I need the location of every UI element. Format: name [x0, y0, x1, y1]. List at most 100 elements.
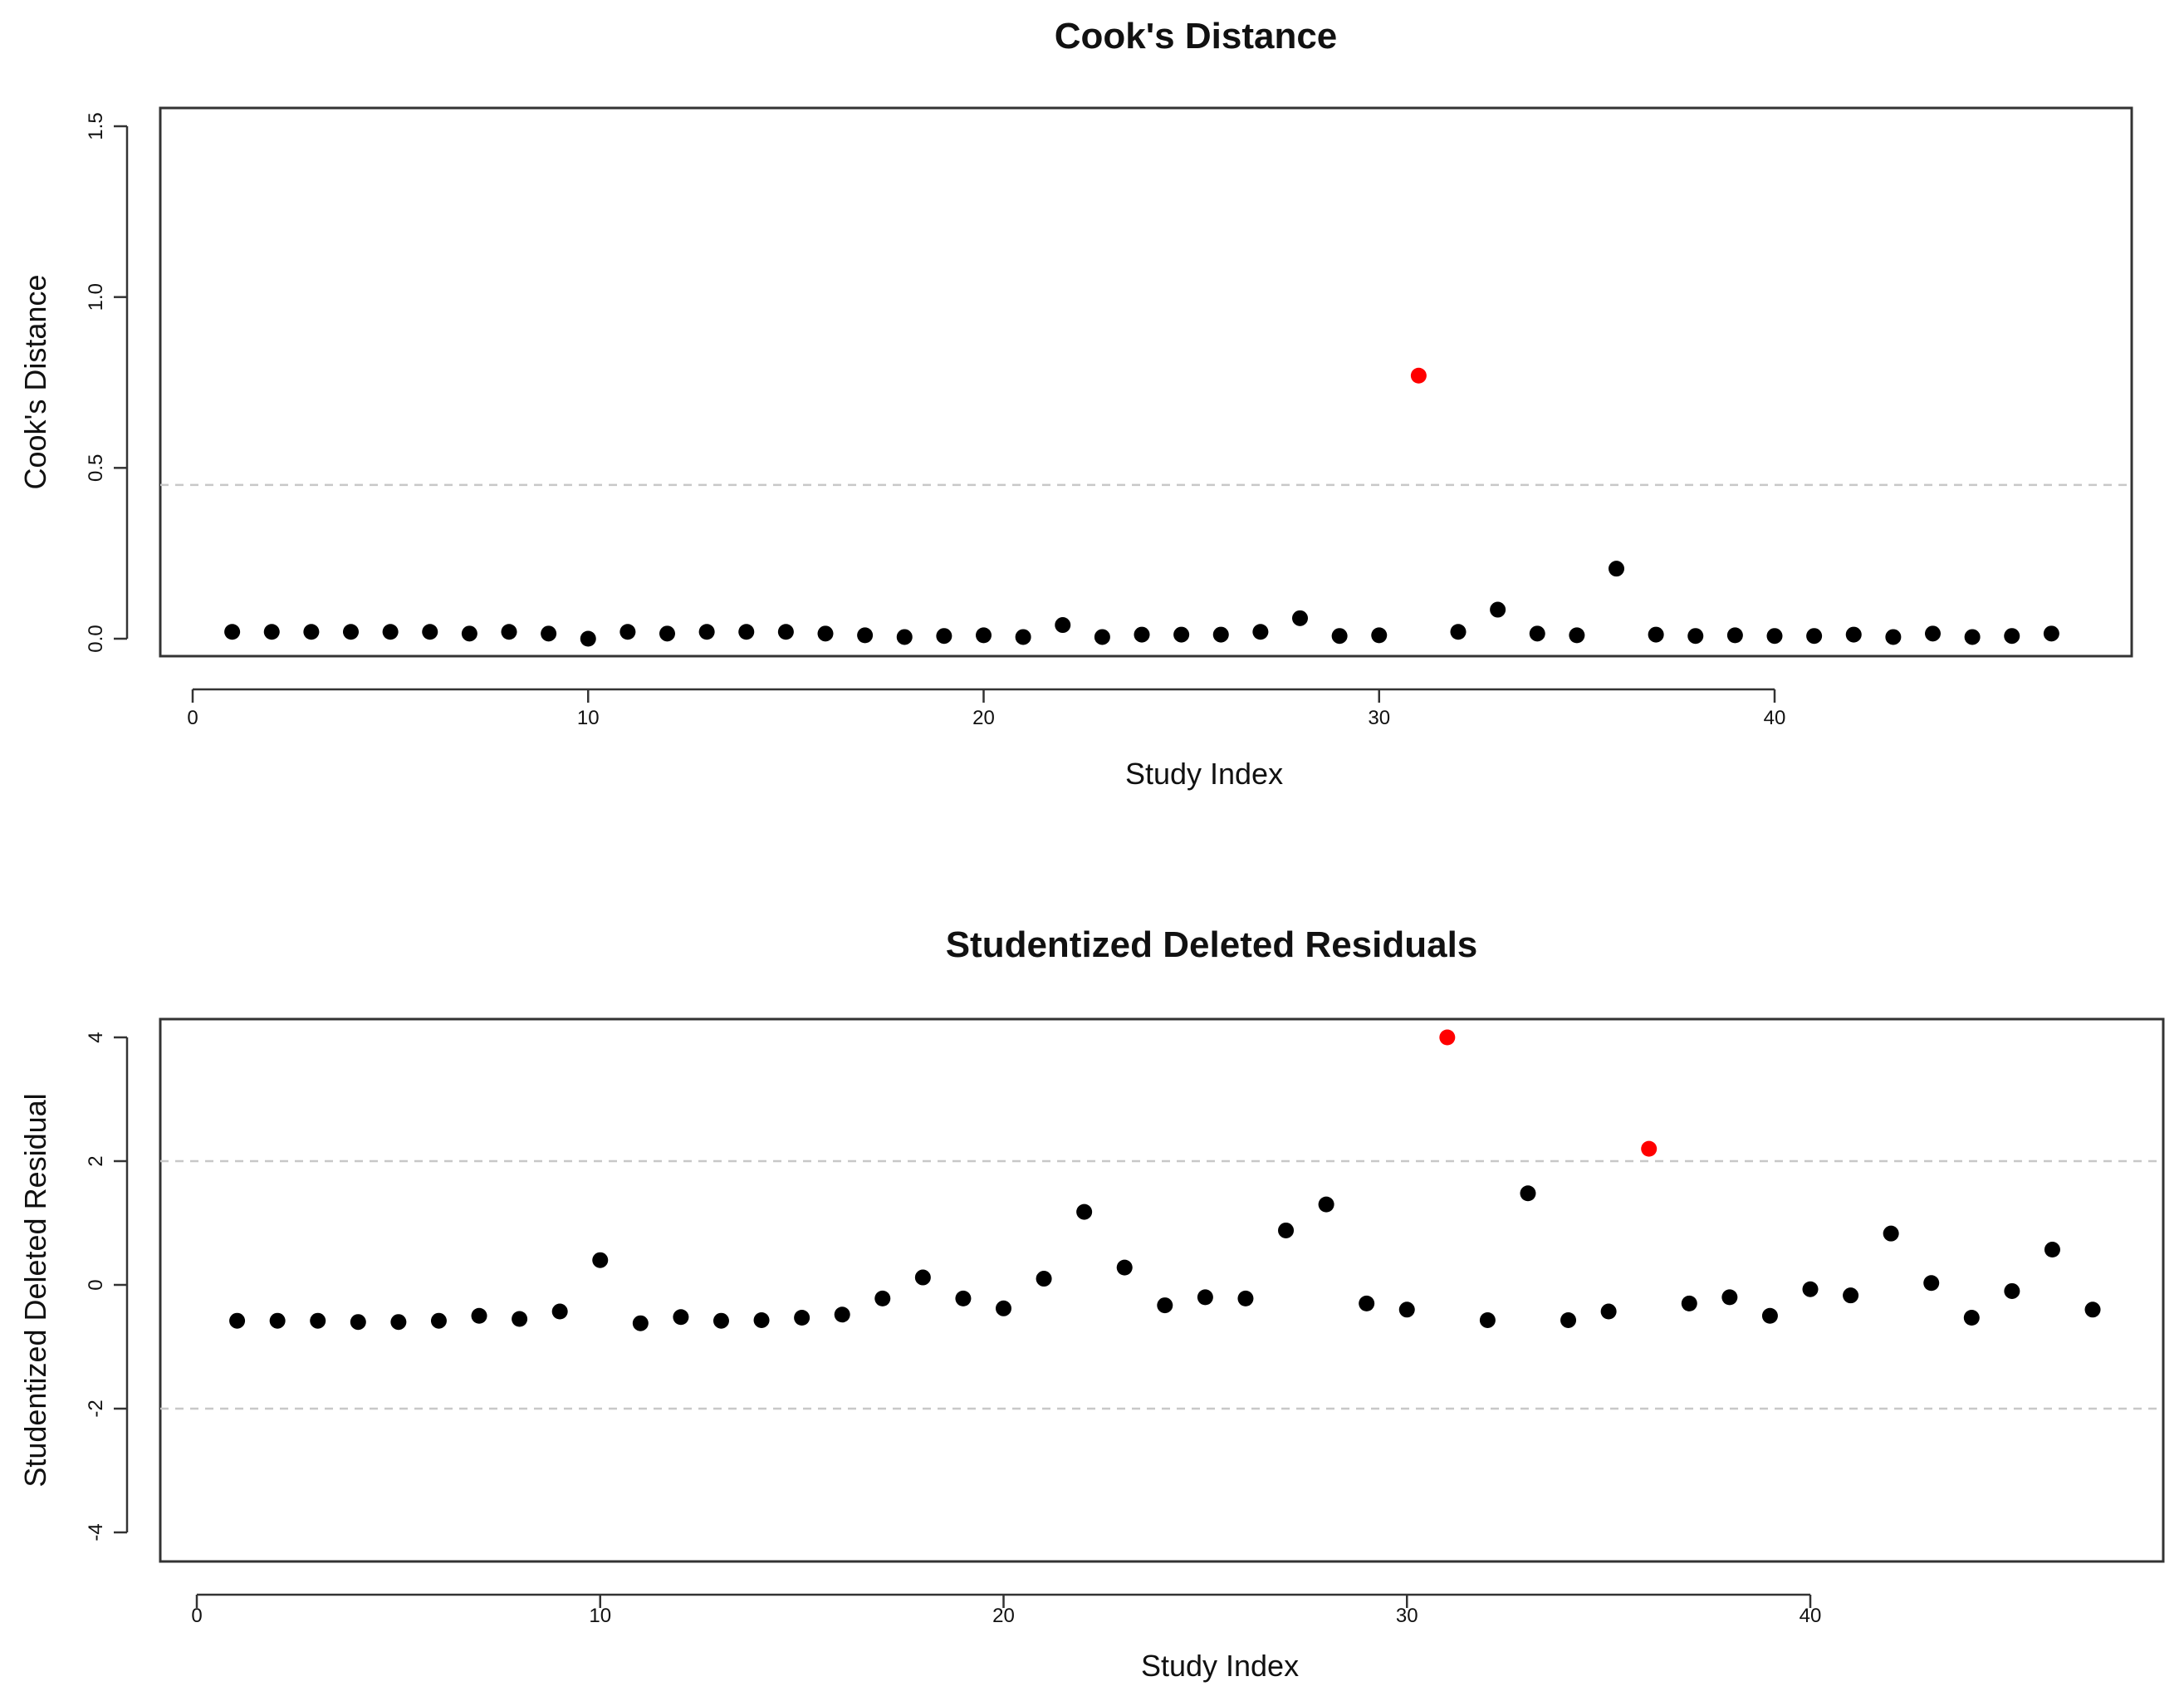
data-point [471, 1307, 487, 1324]
data-point [1609, 561, 1624, 577]
y-tick-label: -2 [85, 1400, 107, 1417]
data-point [1648, 626, 1664, 643]
data-point [1766, 628, 1783, 645]
data-point [1398, 1301, 1415, 1318]
data-point [461, 625, 477, 642]
data-point [2084, 1301, 2101, 1318]
data-point [2044, 1242, 2060, 1258]
data-point [310, 1312, 326, 1329]
data-point [1761, 1307, 1778, 1324]
y-tick-label: 0 [85, 1279, 107, 1290]
data-point [1687, 628, 1704, 645]
data-point [390, 1314, 407, 1331]
data-point [350, 1314, 366, 1331]
data-point [2004, 628, 2020, 645]
data-point [1964, 629, 1981, 645]
data-point [896, 629, 913, 645]
data-point [303, 624, 320, 640]
x-tick-label: 30 [1368, 707, 1390, 729]
plot-frame [159, 106, 2133, 658]
x-tick-label: 10 [589, 1605, 611, 1627]
chart-title: Cook's Distance [1055, 16, 1338, 56]
data-point [659, 625, 675, 642]
data-point [1094, 629, 1110, 645]
x-tick-label: 20 [992, 1605, 1015, 1627]
data-point [580, 630, 596, 647]
data-point [263, 624, 280, 640]
data-point [1237, 1290, 1254, 1306]
data-point [1721, 1289, 1738, 1306]
y-tick-label: 0.0 [85, 625, 107, 652]
data-point [1843, 1287, 1859, 1304]
data-point [1157, 1297, 1173, 1314]
data-point [857, 627, 874, 644]
data-point [817, 625, 834, 642]
data-point [1318, 1196, 1334, 1213]
x-tick-label: 30 [1396, 1605, 1418, 1627]
data-point [914, 1269, 931, 1286]
data-point [777, 624, 794, 640]
data-point [1845, 626, 1862, 643]
data-point [1055, 617, 1071, 634]
data-point [551, 1303, 568, 1320]
data-point [229, 1312, 246, 1329]
data-point [976, 627, 992, 644]
data-point [1726, 627, 1743, 644]
data-point [1490, 601, 1506, 618]
data-point [1529, 625, 1545, 642]
data-point [874, 1290, 891, 1306]
data-point [1479, 1311, 1496, 1328]
y-tick-label: -4 [85, 1523, 107, 1541]
data-point [1963, 1309, 1980, 1326]
data-point [430, 1312, 447, 1329]
data-point [1569, 627, 1585, 644]
cooks-distance-panel: Cook's Distance 0.0 0.5 1.0 1.5 0 10 20 30 40 Stud… [18, 16, 2133, 791]
data-point [1116, 1259, 1133, 1276]
y-axis-label: Studentized Deleted Residual [18, 1093, 52, 1487]
data-point [1278, 1222, 1295, 1238]
data-point [712, 1312, 729, 1329]
y-tick-label: 4 [85, 1032, 107, 1042]
data-point [1802, 1281, 1819, 1297]
data-point [619, 624, 636, 640]
data-point [1450, 624, 1467, 640]
highlighted-data-point [1410, 367, 1427, 384]
highlighted-data-point [1439, 1029, 1456, 1046]
data-point [541, 625, 557, 642]
data-point [834, 1306, 850, 1323]
data-point [1681, 1295, 1697, 1311]
data-point [592, 1252, 609, 1268]
x-axis-label: Study Index [1141, 1649, 1299, 1683]
x-axis-label: Study Index [1125, 757, 1283, 791]
data-point [632, 1315, 649, 1331]
data-point [1134, 626, 1150, 643]
data-point [1036, 1271, 1052, 1287]
y-tick-label: 2 [85, 1155, 107, 1166]
data-point [1015, 629, 1031, 645]
data-point [1197, 1289, 1213, 1306]
data-point [996, 1300, 1011, 1316]
data-point [1925, 625, 1941, 642]
data-point [955, 1290, 972, 1306]
data-point [1292, 610, 1308, 626]
data-point [382, 624, 399, 640]
data-point [224, 624, 241, 640]
data-point [269, 1312, 286, 1329]
x-tick-label: 0 [191, 1605, 202, 1627]
data-point [936, 628, 952, 645]
data-point [1212, 626, 1229, 643]
data-point [1923, 1275, 1940, 1292]
y-axis-label: Cook's Distance [18, 275, 52, 490]
x-tick-label: 40 [1764, 707, 1786, 729]
data-point [422, 624, 438, 640]
data-point [2004, 1282, 2020, 1299]
data-point [1885, 629, 1902, 645]
y-tick-label: 1.5 [85, 112, 107, 140]
data-point [673, 1309, 689, 1326]
chart-title: Studentized Deleted Residuals [946, 924, 1478, 965]
data-point [1600, 1303, 1617, 1320]
plot-frame [159, 1017, 2165, 1563]
data-point [1371, 627, 1388, 644]
data-point [698, 624, 715, 640]
